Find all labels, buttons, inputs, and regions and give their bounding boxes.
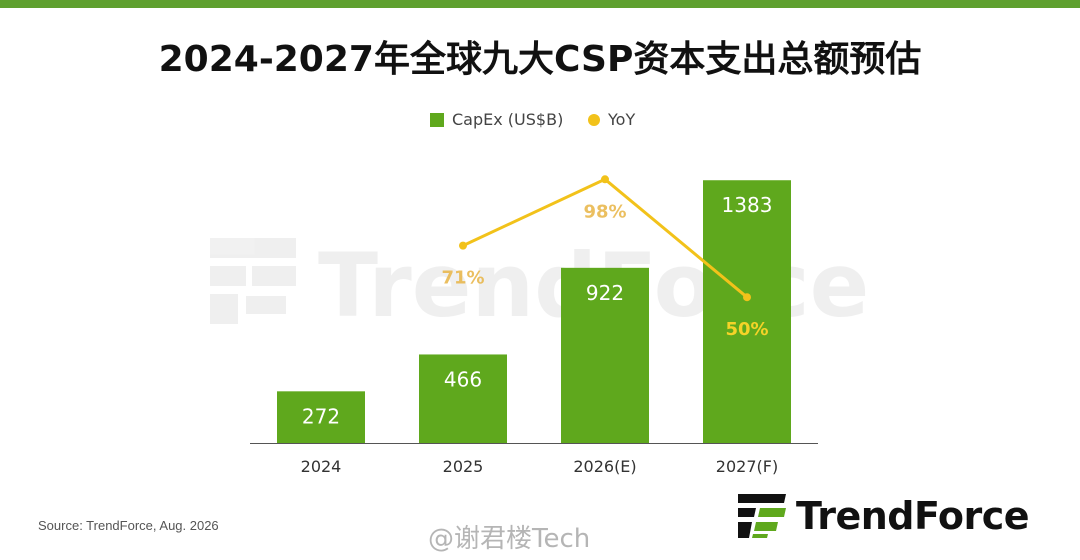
yoy-value-label: 71% xyxy=(441,268,484,289)
watermark-logo-part xyxy=(252,266,296,286)
bar-2025 xyxy=(419,354,507,443)
bar-value-label: 272 xyxy=(302,404,340,428)
x-tick-label: 2026(E) xyxy=(573,457,636,476)
legend-label-yoy: YoY xyxy=(608,110,636,129)
yoy-point xyxy=(601,175,609,184)
x-tick-label: 2024 xyxy=(301,457,342,476)
bar-2024 xyxy=(277,391,365,443)
bar-2026(E) xyxy=(561,267,649,443)
legend-item-yoy: YoY xyxy=(588,110,635,129)
bar-value-label: 922 xyxy=(586,281,624,305)
legend-item-capex: CapEx (US$B) xyxy=(430,110,563,129)
trendforce-logo-icon xyxy=(738,494,786,538)
x-tick-label: 2027(F) xyxy=(716,457,778,476)
chart-legend: CapEx (US$B) YoY xyxy=(0,110,1080,132)
yoy-value-label: 98% xyxy=(583,201,626,222)
watermark-logo-part xyxy=(246,296,286,314)
x-tick-label: 2025 xyxy=(443,457,484,476)
watermark-logo-part xyxy=(210,294,238,324)
bar-value-label: 1383 xyxy=(722,193,773,217)
legend-dot-yoy xyxy=(588,113,600,126)
weibo-watermark: @谢君楼Tech xyxy=(428,524,591,554)
watermark-logo-part xyxy=(210,266,246,286)
source-note: Source: TrendForce, Aug. 2026 xyxy=(38,518,219,533)
yoy-point xyxy=(743,293,751,302)
bar-value-label: 466 xyxy=(444,367,482,391)
legend-label-capex: CapEx (US$B) xyxy=(452,110,564,129)
trendforce-logo: TrendForce xyxy=(738,494,1030,538)
trendforce-logo-text: TrendForce xyxy=(796,494,1030,538)
chart-title: 2024-2027年全球九大CSP资本支出总额预估 xyxy=(158,39,922,80)
watermark-logo-part xyxy=(210,238,296,258)
bar-2027(F) xyxy=(703,180,791,444)
yoy-value-label: 50% xyxy=(725,319,768,340)
legend-swatch-capex xyxy=(430,112,444,127)
yoy-point xyxy=(459,241,467,250)
top-accent-bar xyxy=(0,0,1080,8)
